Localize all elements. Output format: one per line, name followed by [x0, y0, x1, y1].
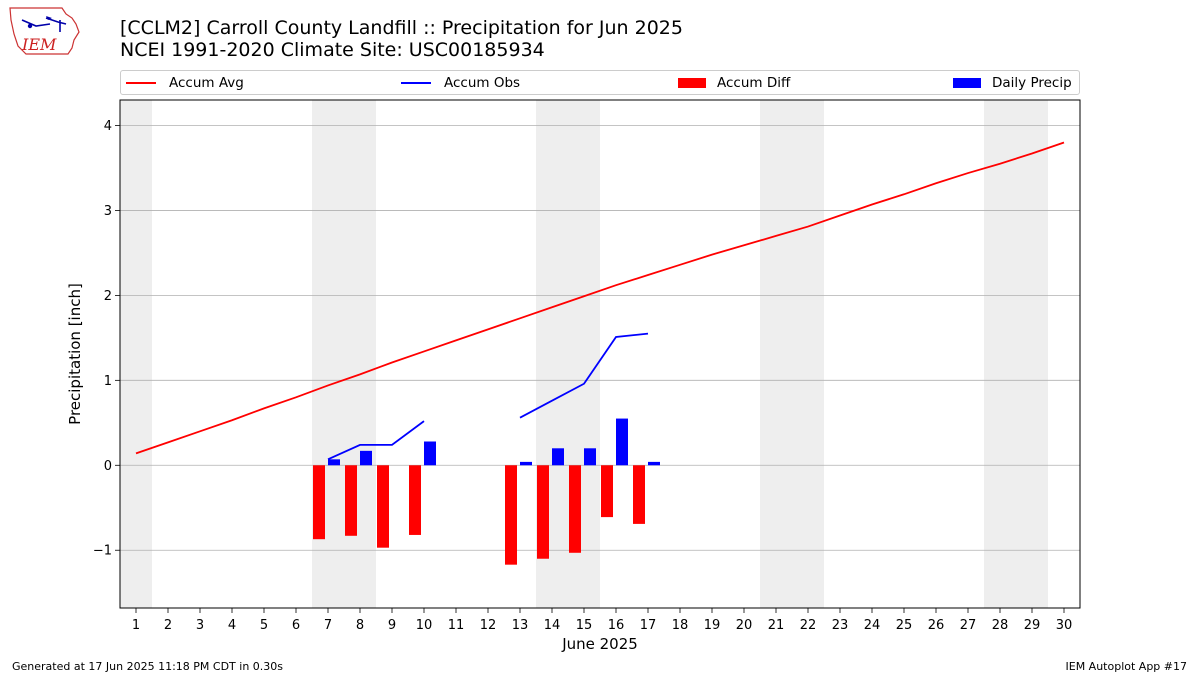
line-accum-obs-segment-0	[327, 420, 425, 461]
weekend-band-3	[760, 100, 824, 608]
xtick-label-18: 18	[672, 618, 689, 633]
iem-logo: IEM	[9, 7, 80, 55]
bar-accum-diff-day-14	[537, 465, 549, 559]
xtick-label-17: 17	[640, 618, 657, 633]
xtick-label-22: 22	[800, 618, 817, 633]
ytick-label-3: 2	[104, 289, 112, 304]
bar-accum-diff-day-16	[601, 465, 613, 518]
bar-daily-precip-day-14	[552, 448, 564, 466]
xtick-label-19: 19	[704, 618, 721, 633]
xtick-label-5: 5	[260, 618, 268, 633]
xtick-label-1: 1	[132, 618, 140, 633]
xtick-label-27: 27	[960, 618, 977, 633]
xtick-label-15: 15	[576, 618, 593, 633]
legend-item-daily-precip: Daily Precip	[953, 74, 1072, 92]
legend-label-accum-diff: Accum Diff	[717, 75, 791, 91]
bar-accum-diff-day-9	[377, 465, 389, 548]
legend-swatch-accum-obs	[401, 82, 431, 84]
bar-accum-diff-day-13	[505, 465, 517, 565]
xtick-label-21: 21	[768, 618, 785, 633]
legend-swatch-daily-precip	[953, 78, 981, 88]
xtick-label-14: 14	[544, 618, 561, 633]
legend-label-daily-precip: Daily Precip	[992, 75, 1072, 91]
bar-daily-precip-day-15	[584, 448, 596, 466]
line-accum-avg	[135, 141, 1065, 455]
bar-daily-precip-day-17	[648, 461, 660, 466]
bar-accum-diff-day-15	[569, 465, 581, 553]
xtick-label-26: 26	[928, 618, 945, 633]
y-axis-label: Precipitation [inch]	[66, 283, 84, 425]
logo-text: IEM	[21, 35, 57, 54]
xtick-label-23: 23	[832, 618, 849, 633]
ytick-label-5: 4	[104, 119, 112, 134]
legend-swatch-accum-avg	[126, 82, 156, 84]
legend-item-accum-diff: Accum Diff	[678, 74, 790, 92]
xtick-label-6: 6	[292, 618, 300, 633]
bar-accum-diff-day-7	[313, 465, 325, 540]
xtick-label-3: 3	[196, 618, 204, 633]
xtick-label-8: 8	[356, 618, 364, 633]
xtick-label-7: 7	[324, 618, 332, 633]
chart-subtitle: NCEI 1991-2020 Climate Site: USC00185934	[120, 39, 545, 61]
ytick-label-1: 0	[104, 459, 112, 474]
xtick-label-29: 29	[1024, 618, 1041, 633]
chart-title: [CCLM2] Carroll County Landfill :: Preci…	[120, 17, 683, 39]
footer-app: IEM Autoplot App #17	[1065, 660, 1188, 673]
bar-daily-precip-day-13	[520, 461, 532, 466]
bar-daily-precip-day-10	[424, 441, 436, 466]
footer-generated: Generated at 17 Jun 2025 11:18 PM CDT in…	[12, 660, 284, 673]
bar-accum-diff-day-17	[633, 465, 645, 524]
legend-label-accum-obs: Accum Obs	[444, 75, 521, 91]
bar-daily-precip-day-8	[360, 450, 372, 466]
legend-swatch-accum-diff	[678, 78, 706, 88]
legend-item-accum-avg: Accum Avg	[126, 74, 244, 92]
legend: Accum Avg Accum Obs Accum Diff Daily Pre…	[120, 70, 1080, 95]
xtick-label-30: 30	[1056, 618, 1073, 633]
ytick-label-2: 1	[104, 374, 112, 389]
xtick-label-20: 20	[736, 618, 753, 633]
ytick-label-4: 3	[104, 204, 112, 219]
xtick-label-28: 28	[992, 618, 1009, 633]
xtick-label-13: 13	[512, 618, 529, 633]
bar-daily-precip-day-16	[616, 418, 628, 466]
legend-item-accum-obs: Accum Obs	[401, 74, 520, 92]
xtick-label-9: 9	[388, 618, 396, 633]
xtick-label-11: 11	[448, 618, 465, 633]
x-axis-label: June 2025	[561, 635, 638, 653]
xtick-label-4: 4	[228, 618, 236, 633]
ytick-label-0: −1	[93, 544, 112, 559]
bar-accum-diff-day-8	[345, 465, 357, 536]
weekend-band-4	[984, 100, 1048, 608]
xtick-label-24: 24	[864, 618, 881, 633]
line-accum-obs-segment-1	[519, 332, 649, 419]
bar-daily-precip-day-7	[328, 459, 340, 466]
xtick-label-25: 25	[896, 618, 913, 633]
weekend-band-0	[120, 100, 152, 608]
plot-frame	[119, 99, 1081, 609]
xtick-label-12: 12	[480, 618, 497, 633]
xtick-label-10: 10	[416, 618, 433, 633]
xtick-label-16: 16	[608, 618, 625, 633]
bar-accum-diff-day-10	[409, 465, 421, 535]
xtick-label-2: 2	[164, 618, 172, 633]
legend-label-accum-avg: Accum Avg	[169, 75, 244, 91]
